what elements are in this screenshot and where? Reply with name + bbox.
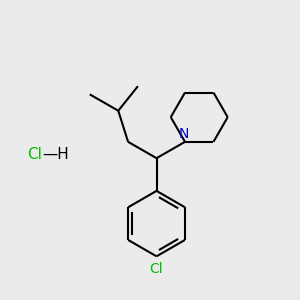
- Text: N: N: [178, 127, 189, 141]
- Text: —H: —H: [43, 147, 69, 162]
- Text: Cl: Cl: [150, 262, 164, 276]
- Text: Cl: Cl: [27, 147, 42, 162]
